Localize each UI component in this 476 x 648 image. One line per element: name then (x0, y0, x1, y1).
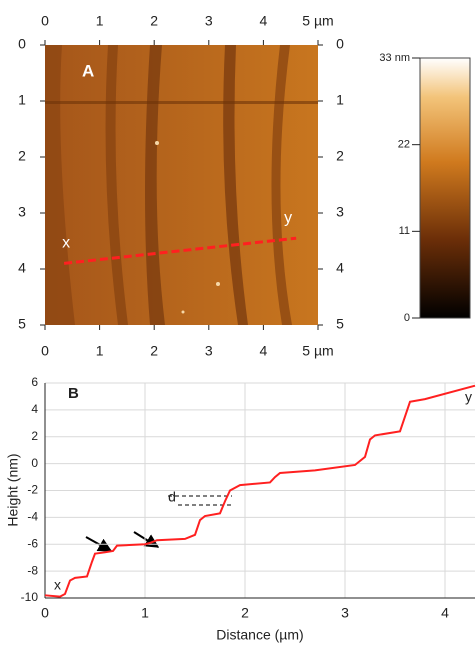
colorbar-tick-label: 22 (398, 139, 410, 151)
x-tick-label: 5 µm (302, 343, 333, 359)
x-tick-label: 0 (41, 13, 49, 29)
colorbar-tick-label: 11 (399, 225, 410, 237)
x-tick-label: 3 (205, 343, 213, 359)
y-tick-label: 1 (18, 92, 26, 108)
y-tick-label: 0 (31, 456, 38, 470)
y-tick-label: 2 (18, 148, 26, 164)
x-axis-label: Distance (µm) (216, 627, 303, 643)
y-tick-label: 6 (31, 375, 38, 389)
y-tick-label: 4 (18, 260, 26, 276)
y-tick-label: 0 (18, 36, 26, 52)
profile-line (63, 236, 297, 265)
panel-label: A (82, 61, 94, 80)
y-tick-label: -4 (27, 510, 38, 524)
y-tick-label: -8 (27, 563, 38, 577)
x-tick-label: 3 (205, 13, 213, 29)
y-tick-label: -10 (21, 590, 39, 604)
x-tick-label: 0 (41, 343, 49, 359)
y-tick-label: 3 (336, 204, 344, 220)
x-tick-label: 3 (341, 605, 349, 621)
y-tick-label: 2 (336, 148, 344, 164)
x-tick-label: 4 (260, 13, 268, 29)
x-tick-label: 4 (260, 343, 268, 359)
y-tick-label: 0 (336, 36, 344, 52)
colorbar-tick-label: 0 (404, 312, 410, 324)
y-tick-label: 1 (336, 92, 344, 108)
y-tick-label: 4 (336, 260, 344, 276)
y-tick-label: 3 (18, 204, 26, 220)
profile-start-label: x (62, 235, 70, 252)
y-tick-label: 5 (18, 316, 26, 332)
colorbar-tick-label: 33 nm (379, 52, 410, 64)
profile-start-label: x (54, 577, 61, 593)
afm-image (45, 45, 318, 325)
x-tick-label: 5 µm (302, 13, 333, 29)
profile-end-label: y (465, 389, 472, 405)
x-tick-label: 1 (141, 605, 149, 621)
x-tick-label: 1 (96, 13, 104, 29)
x-tick-label: 1 (96, 343, 104, 359)
x-tick-label: 2 (150, 343, 158, 359)
y-tick-label: -2 (27, 483, 38, 497)
x-tick-label: 4 (441, 605, 449, 621)
x-tick-label: 0 (41, 605, 49, 621)
panel-label: B (68, 385, 79, 402)
step-label: d (168, 489, 176, 505)
y-tick-label: 4 (31, 402, 38, 416)
y-axis-label: Height (nm) (5, 453, 21, 526)
colorbar (419, 57, 471, 319)
x-tick-label: 2 (150, 13, 158, 29)
y-tick-label: -6 (27, 536, 38, 550)
height-profile (44, 384, 476, 598)
y-tick-label: 5 (336, 316, 344, 332)
y-tick-label: 2 (31, 429, 38, 443)
profile-end-label: y (284, 209, 292, 226)
x-tick-label: 2 (241, 605, 249, 621)
